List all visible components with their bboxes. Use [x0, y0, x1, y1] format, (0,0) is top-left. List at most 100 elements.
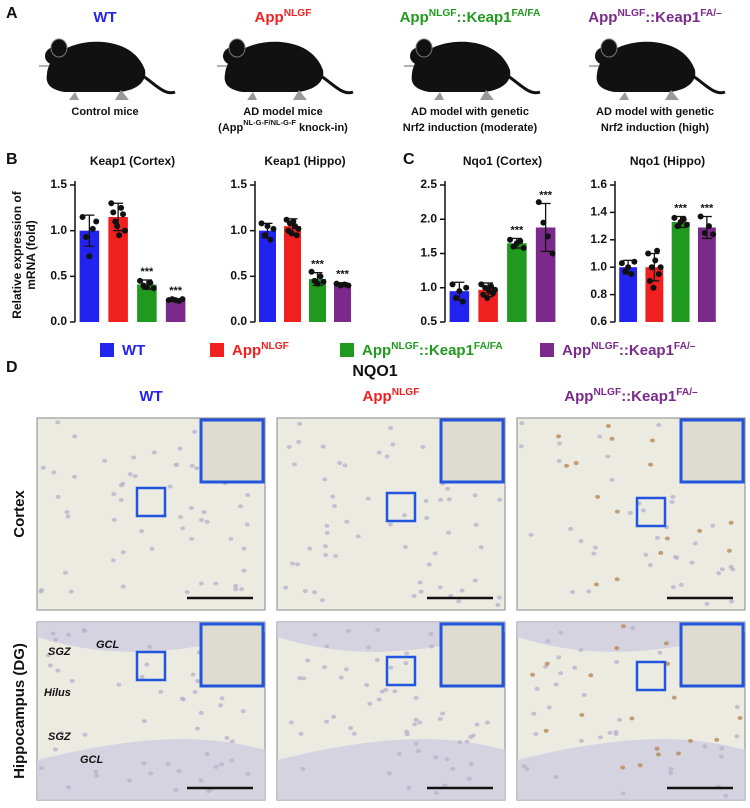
cell [614, 577, 620, 582]
cell [692, 541, 698, 546]
legend-label: AppNLGF::Keap1FA/FA [362, 341, 503, 359]
column-title: AppNLGF::Keap1FA/– [564, 387, 698, 405]
cell [468, 762, 474, 767]
cell [669, 499, 675, 504]
data-point [549, 250, 556, 257]
cell [438, 497, 444, 502]
data-point [535, 199, 542, 206]
cell [179, 696, 185, 701]
cell [643, 552, 649, 557]
roi-box [385, 491, 417, 523]
cell [614, 646, 620, 651]
cell [139, 674, 145, 679]
text-part: ::Keap1 [645, 9, 700, 26]
data-point [674, 223, 681, 230]
mouse-icon [402, 37, 542, 102]
cell [195, 679, 201, 684]
cell [132, 474, 138, 479]
cell [305, 658, 311, 663]
cell [442, 783, 448, 788]
cell [367, 701, 373, 706]
data-point [86, 253, 93, 260]
cell [53, 637, 59, 642]
data-point [540, 219, 547, 226]
column-title: AppNLGF [363, 387, 420, 405]
cell [595, 494, 601, 499]
cell [654, 746, 660, 751]
cell [55, 494, 61, 499]
cell [671, 695, 677, 700]
cell [403, 661, 409, 666]
chart-title: Nqo1 (Hippo) [630, 154, 705, 168]
cell [379, 689, 385, 694]
row-title: Hippocampus (DG) [11, 643, 28, 779]
bar [165, 300, 186, 322]
data-point [261, 232, 268, 239]
superscript: FA/FA [474, 341, 504, 352]
row-title: Cortex [11, 490, 28, 538]
cell [219, 696, 225, 701]
data-point [290, 218, 297, 225]
superscript: FA/– [676, 387, 698, 398]
cell [433, 790, 439, 795]
cell [415, 749, 421, 754]
cell [295, 562, 301, 567]
cell [218, 762, 224, 767]
cell [440, 711, 446, 716]
legend-swatch [340, 343, 354, 357]
cell [716, 571, 722, 576]
cell [556, 655, 562, 660]
cell [365, 496, 371, 501]
cell [239, 587, 245, 592]
y-tick-label: 1.4 [590, 205, 607, 219]
cell [333, 553, 339, 558]
cell [50, 631, 56, 636]
superscript: NLGF [593, 387, 621, 398]
cell [116, 682, 122, 687]
superscript: NLGF [429, 8, 457, 19]
cell [649, 438, 655, 443]
cell [291, 462, 297, 467]
significance: *** [674, 202, 688, 214]
cell [464, 739, 470, 744]
cell [204, 519, 210, 524]
cell [734, 705, 740, 710]
data-point [697, 213, 704, 220]
group-description: AD model mice [243, 106, 322, 118]
y-tick-label: 0.5 [230, 269, 247, 283]
cell [474, 722, 480, 727]
cell [338, 675, 344, 680]
cell [296, 439, 302, 444]
cell [198, 710, 204, 715]
cell [178, 514, 184, 519]
bar [478, 289, 498, 322]
cell [81, 627, 87, 632]
cell [383, 687, 389, 692]
cell [637, 763, 643, 768]
cell [324, 719, 330, 724]
cell [534, 686, 540, 691]
cell [495, 602, 501, 607]
data-point [449, 281, 456, 288]
cell [418, 589, 424, 594]
y-tick-label: 0.0 [50, 314, 67, 328]
roi-box [635, 496, 667, 528]
cell [413, 741, 419, 746]
cell [40, 465, 46, 470]
text-part: AD model mice [243, 106, 322, 118]
cell [579, 738, 585, 743]
cell [446, 497, 452, 502]
cell [558, 630, 564, 635]
cell [364, 683, 370, 688]
cell [413, 695, 419, 700]
data-point [646, 277, 653, 284]
bar [79, 230, 100, 322]
cell [176, 769, 182, 774]
cell [579, 712, 585, 717]
cell [374, 657, 380, 662]
bar [137, 284, 157, 322]
cell [194, 466, 200, 471]
cell [229, 758, 235, 763]
cell [72, 434, 78, 439]
